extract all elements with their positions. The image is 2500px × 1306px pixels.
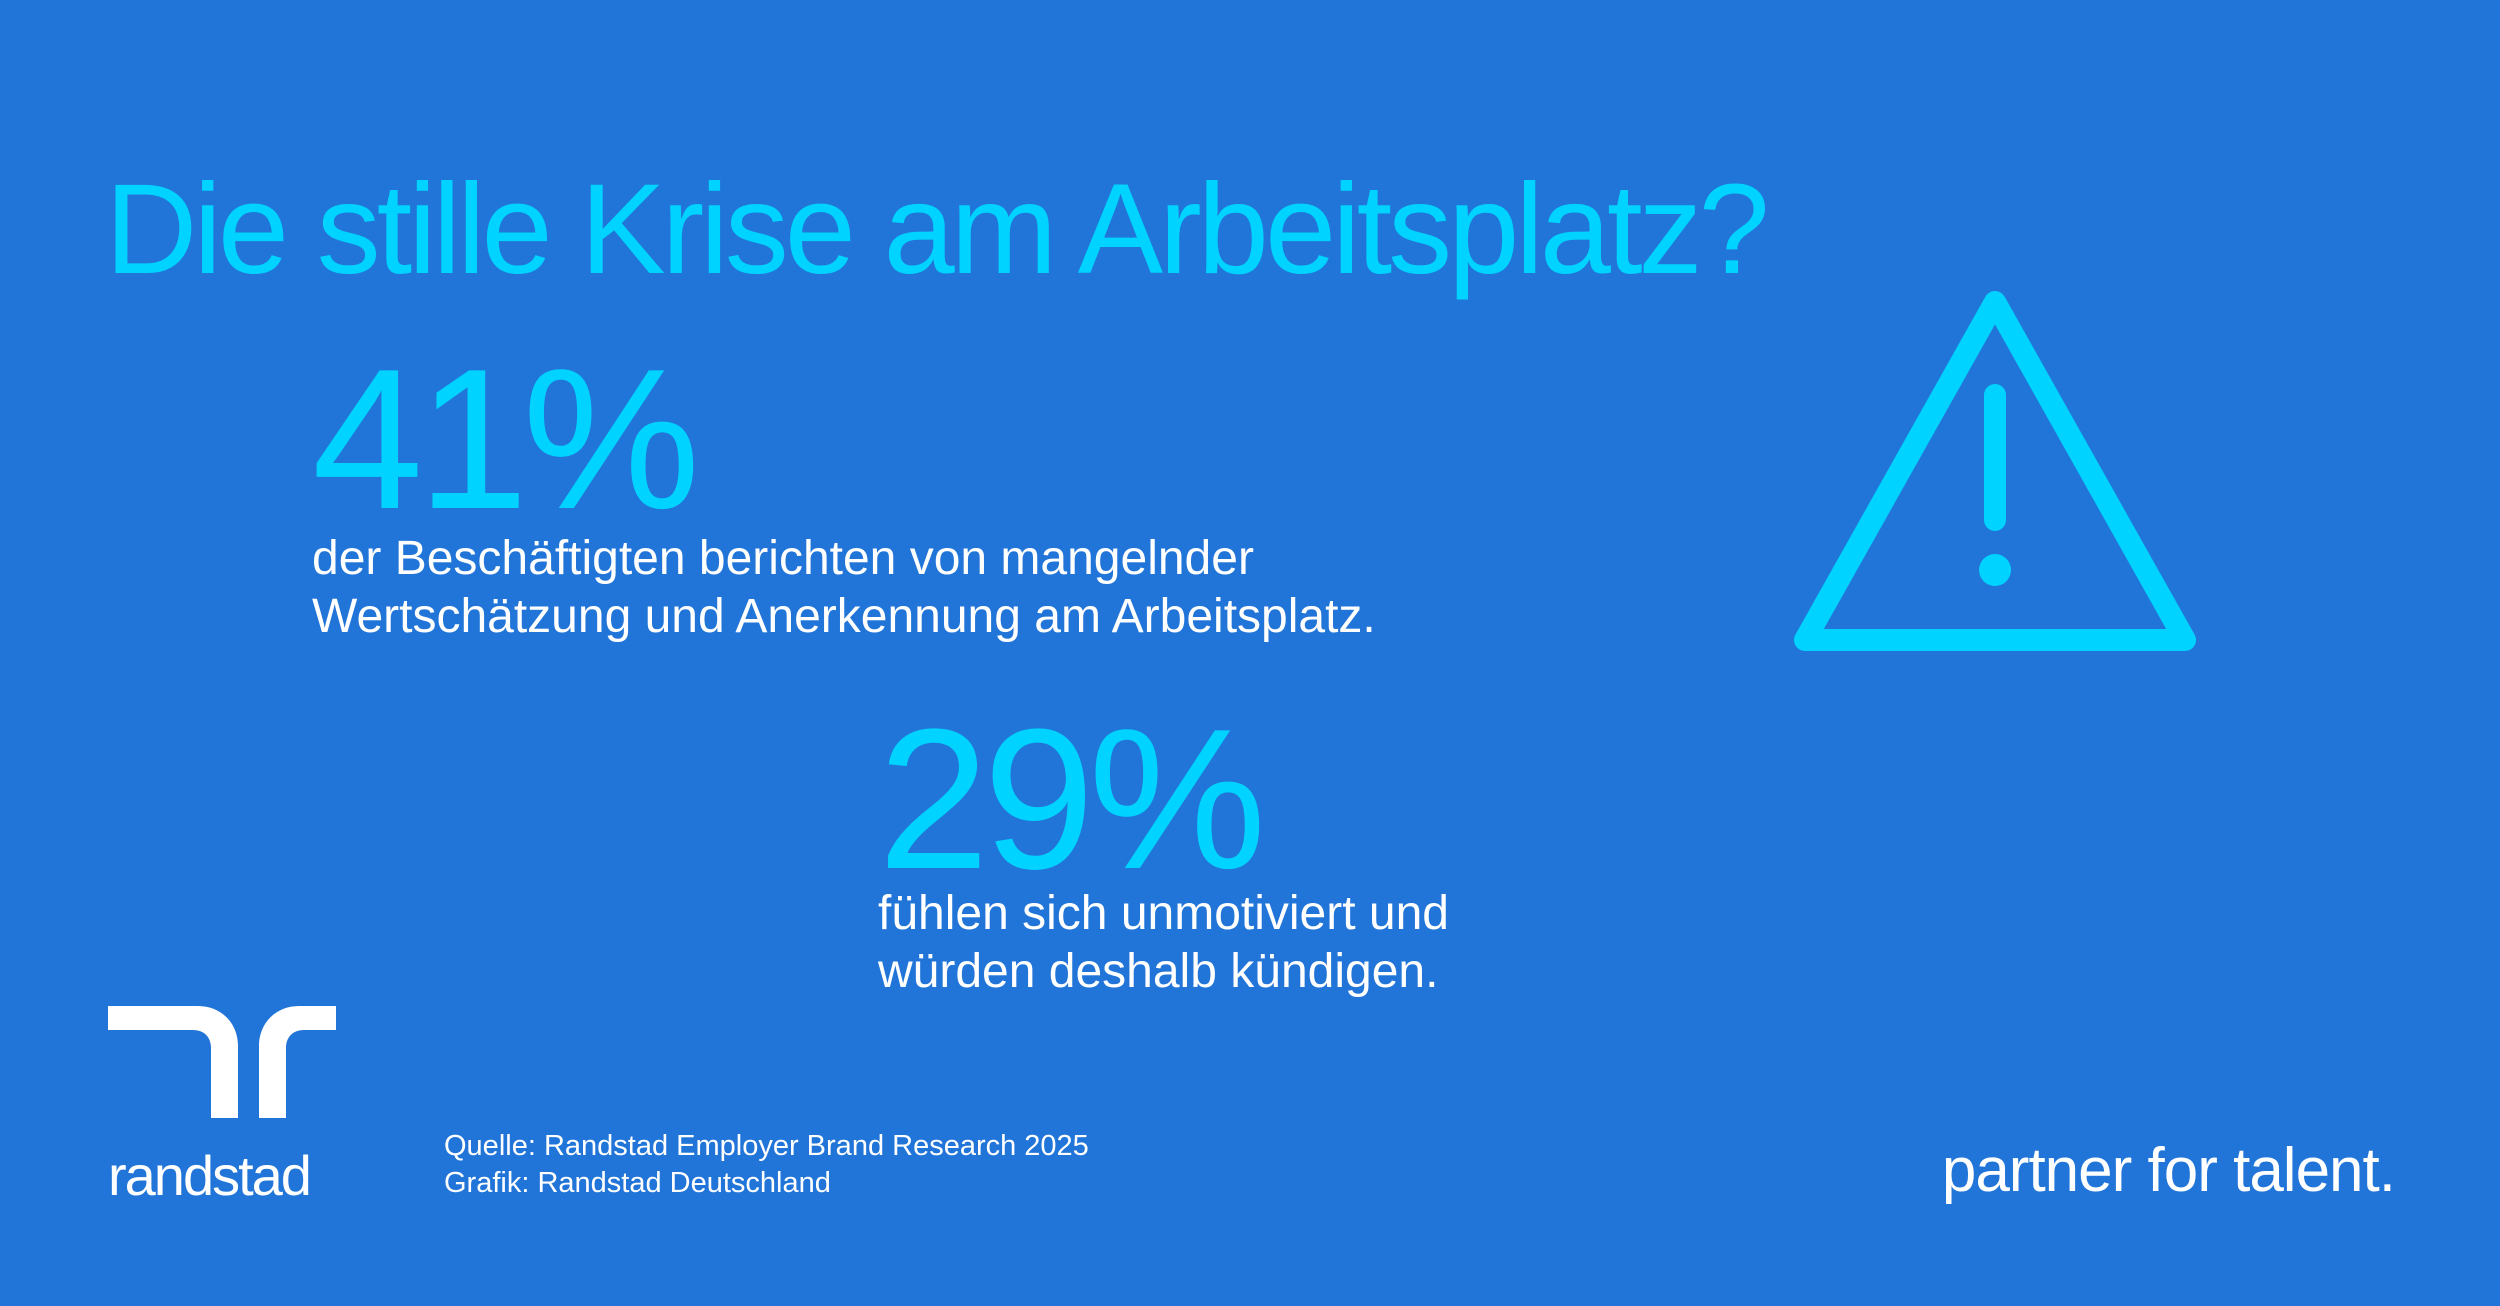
stat-value-workers-lacking-appreciation: 41% xyxy=(312,328,700,551)
randstad-logo: randstad xyxy=(108,1006,338,1204)
stat-description-line: würden deshalb kündigen. xyxy=(878,945,1439,998)
stat-description-line: fühlen sich unmotiviert und xyxy=(878,887,1449,940)
stat-description-unmotivated-workers: fühlen sich unmotiviert und würden desha… xyxy=(878,885,1449,1001)
source-note: Quelle: Randstad Employer Brand Research… xyxy=(444,1128,1089,1202)
randstad-wordmark: randstad xyxy=(108,1144,312,1207)
page-title: Die stille Krise am Arbeitsplatz? xyxy=(105,157,1770,301)
stat-description-line: Wertschätzung und Anerkennung am Arbeits… xyxy=(312,590,1376,643)
stat-value-unmotivated-workers: 29% xyxy=(878,688,1266,911)
graphic-credit-line: Grafik: Randstad Deutschland xyxy=(444,1167,831,1199)
source-line: Quelle: Randstad Employer Brand Research… xyxy=(444,1130,1089,1162)
warning-triangle-icon xyxy=(1794,291,2196,651)
randstad-logo-mark-icon xyxy=(108,1006,336,1118)
tagline: partner for talent. xyxy=(1941,1136,2396,1205)
stat-description-workers-lacking-appreciation: der Beschäftigten berichten von mangelnd… xyxy=(312,530,1376,646)
stat-description-line: der Beschäftigten berichten von mangelnd… xyxy=(312,532,1254,585)
